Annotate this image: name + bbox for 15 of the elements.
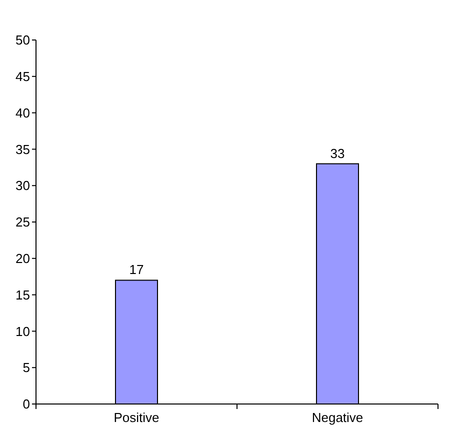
x-tick-label: Negative — [312, 410, 364, 425]
data-label: 33 — [330, 146, 345, 161]
y-tick-label: 10 — [16, 324, 30, 339]
y-tick-label: 0 — [22, 396, 30, 412]
y-tick-label: 30 — [16, 178, 30, 194]
y-tick-label: 40 — [16, 105, 30, 120]
y-tick-label: 20 — [16, 250, 30, 266]
y-tick-label: 35 — [16, 142, 30, 157]
y-tick-label: 5 — [22, 360, 30, 376]
data-label: 17 — [129, 262, 144, 278]
y-tick-label: 45 — [16, 68, 30, 84]
y-tick-label: 25 — [16, 214, 30, 230]
y-tick-label: 15 — [16, 287, 30, 302]
y-tick-label: 50 — [16, 32, 30, 48]
x-tick-label: Positive — [114, 410, 160, 425]
